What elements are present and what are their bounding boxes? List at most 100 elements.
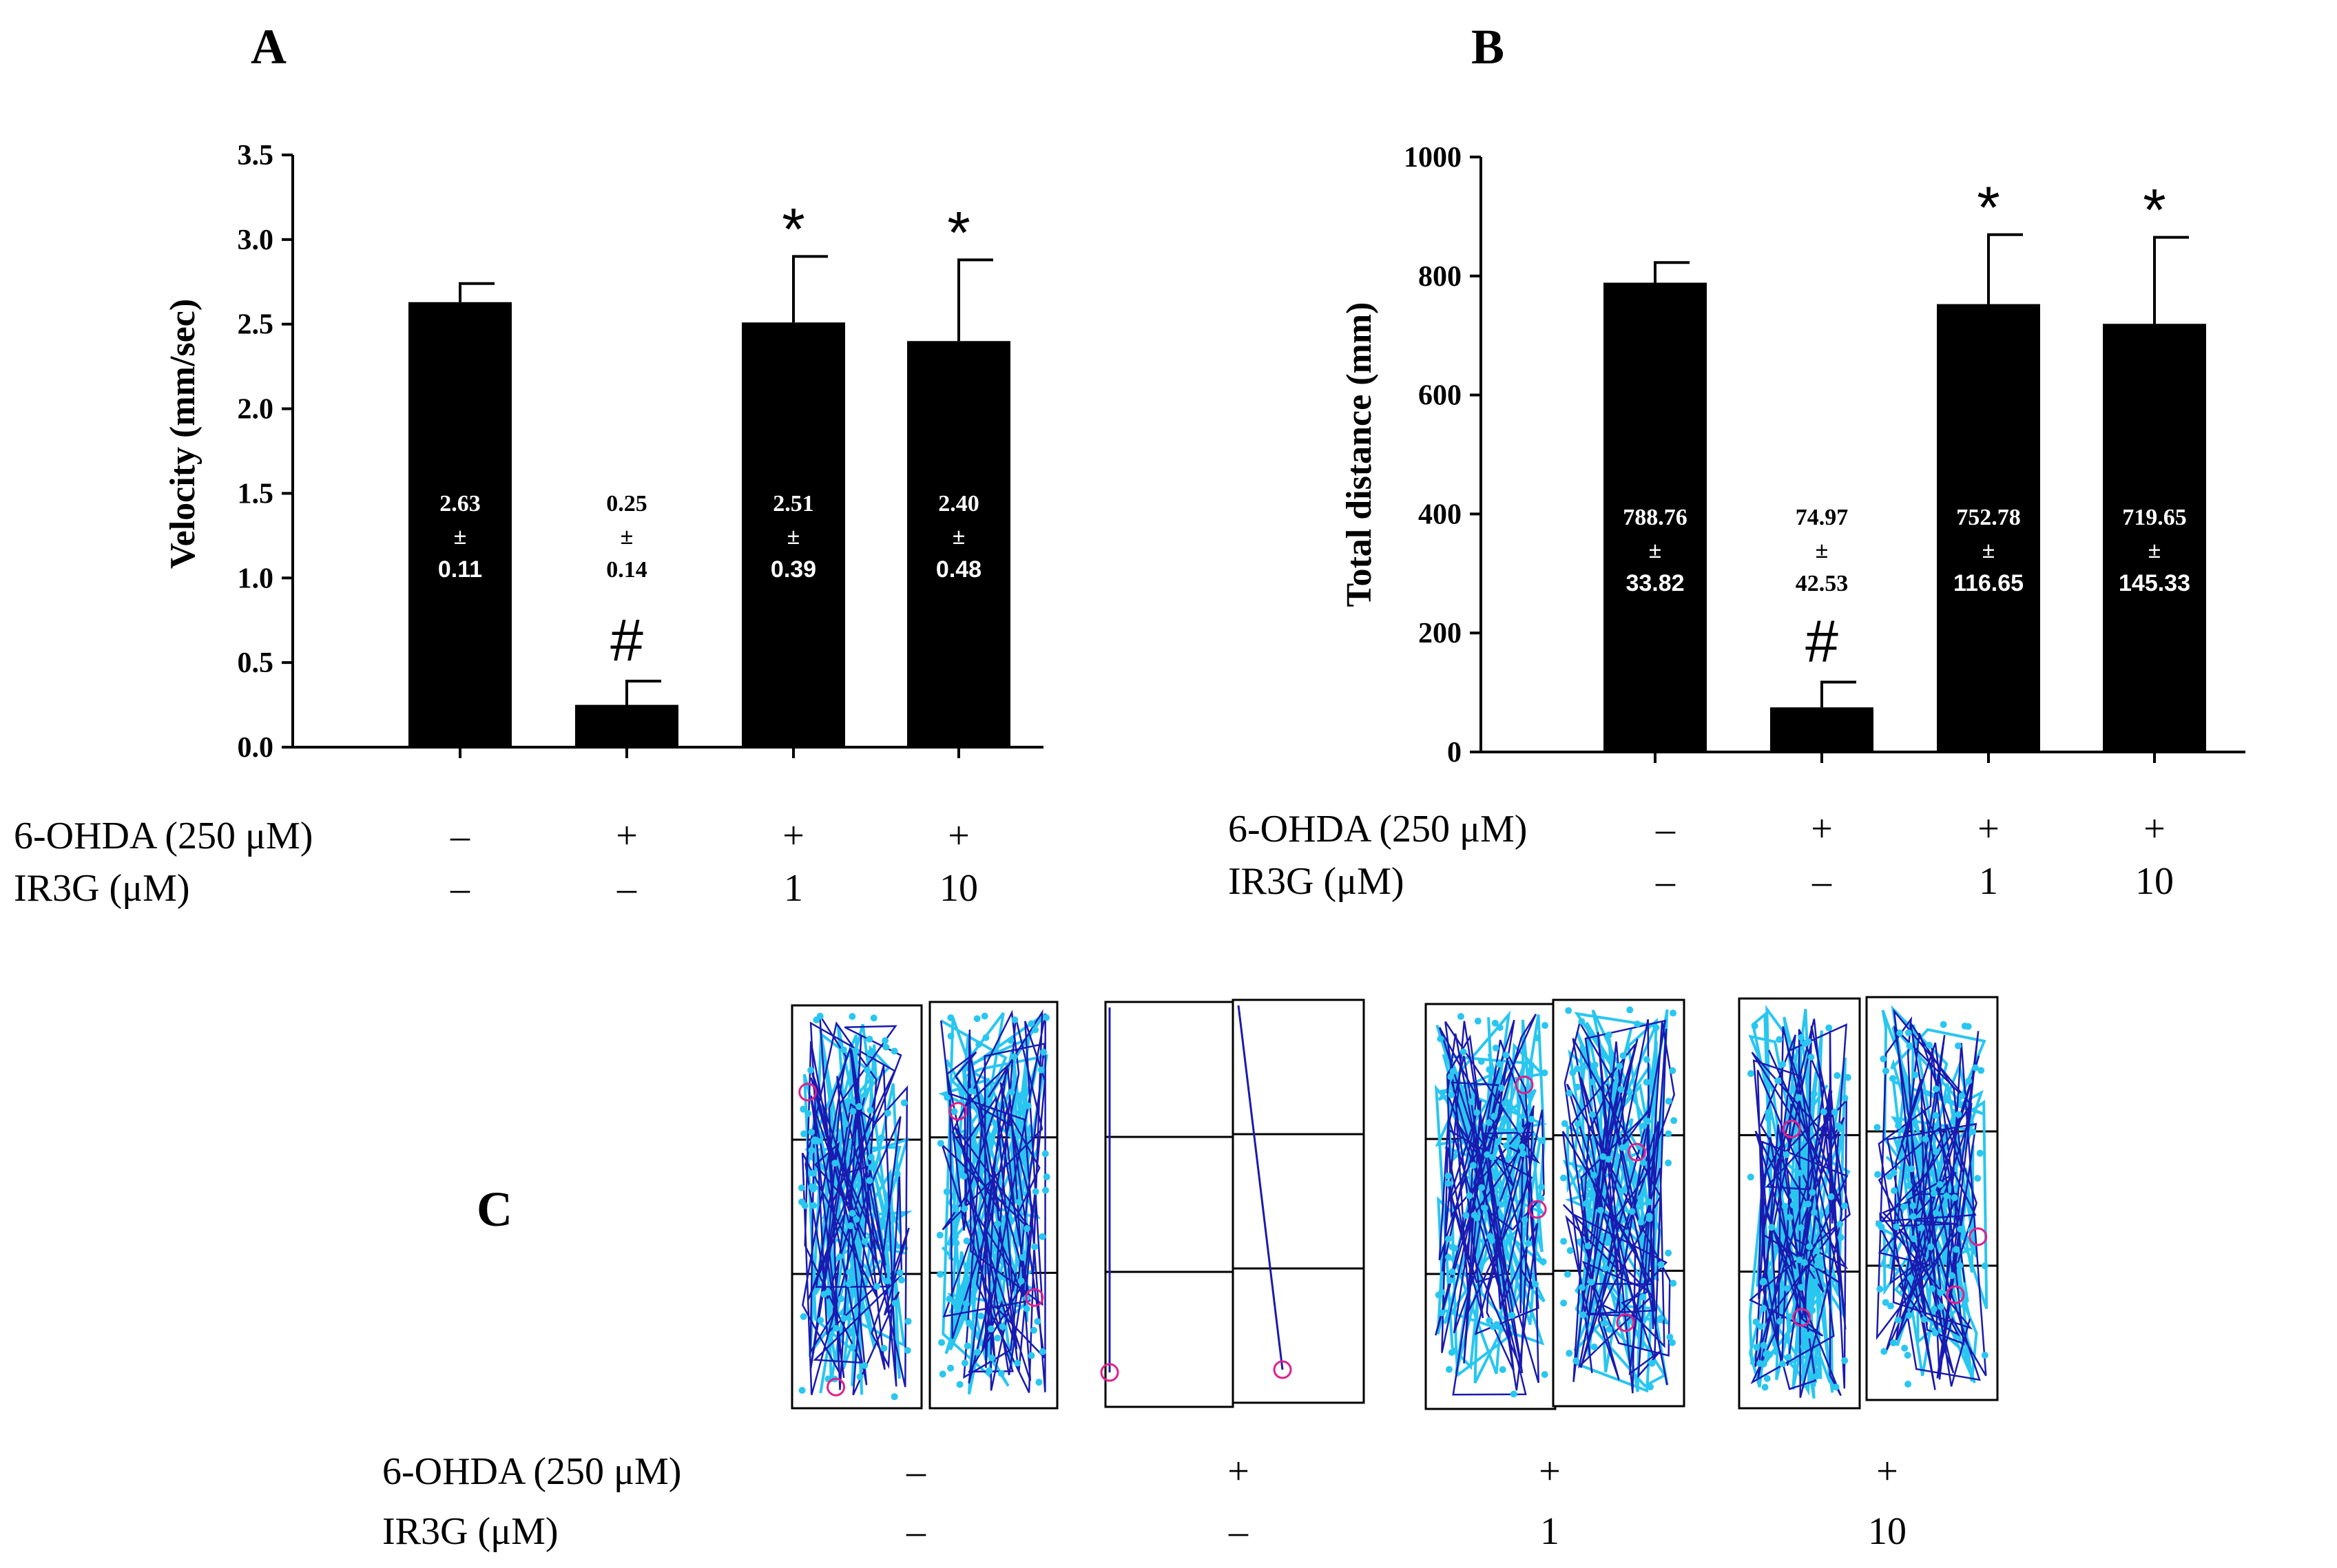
track-point [866,1107,874,1114]
track-point [1670,1117,1678,1125]
track-point [813,1016,820,1024]
track-point [1647,1383,1654,1391]
panel-c-letter: C [477,1182,512,1237]
track-point [1955,1111,1962,1118]
track-point [1776,1036,1783,1043]
bar-pm-label: ± [1816,538,1829,563]
track-point [1657,1315,1665,1322]
track-point [1537,1183,1545,1191]
panel-c-ir3g-label: IR3G (μM) [382,1510,559,1553]
track-point [1466,1192,1473,1200]
track-point [861,1361,869,1369]
track-point [1473,1214,1481,1222]
track-point [866,1049,874,1057]
panel-c-ir3g-value: 10 [1868,1510,1907,1553]
track-point [1561,1120,1568,1127]
track-point [866,1036,873,1043]
track-path-dark [1237,1005,1284,1370]
track-point [1448,1349,1455,1357]
significance-hash: # [610,607,643,673]
track-point [1900,1203,1907,1211]
track-point [1906,1042,1913,1049]
arena [1865,996,1999,1401]
track-point [817,1317,824,1324]
track-point [1785,1353,1792,1361]
track-point [1814,1247,1821,1255]
panel-b-ir3g-value: – [1655,860,1676,903]
track-point [1517,1126,1524,1133]
track-point [1929,1285,1936,1293]
bar [1603,282,1707,752]
panel-b-ir3g-value: 1 [1979,860,1998,903]
track-point [1670,1279,1677,1287]
y-tick-label: 1000 [1404,142,1462,174]
track-point [1786,1213,1794,1221]
track-point [1918,1224,1925,1232]
track-point [1566,1247,1574,1255]
track-point [1578,1284,1586,1291]
track-point [1639,1293,1647,1301]
track-point [1037,1066,1045,1074]
track-point [988,1325,995,1332]
track-point [1502,1052,1510,1059]
track-point [1901,1344,1909,1352]
panel-a-letter: A [251,19,287,74]
track-point [994,1220,1001,1228]
track-point [1837,1233,1845,1241]
track-point [1756,1323,1764,1330]
track-point [1825,1024,1833,1032]
bar-pm-label: ± [1649,538,1662,563]
track-point [1665,1249,1672,1257]
track-point [809,1169,817,1177]
track-point [1806,1243,1814,1251]
track-point [1930,1306,1938,1313]
track-point [1874,1171,1882,1178]
panel-c-ohda-value: – [906,1450,926,1493]
track-point [1957,1225,1964,1233]
bar-sd-label: 0.14 [606,557,647,583]
track-point [947,1032,955,1040]
track-point [1981,1351,1988,1359]
track-point [1893,1223,1900,1231]
track-point [800,1105,807,1113]
track-point [1889,1339,1897,1347]
track-point [1541,1371,1548,1379]
track-point [1486,1066,1493,1074]
y-tick-label: 3.0 [238,224,274,256]
bar-mean-label: 2.40 [938,491,979,516]
track-point [1619,1052,1627,1060]
track-point [1776,1317,1784,1325]
track-point [943,1188,951,1195]
track-point [965,1319,973,1327]
track-point [1451,1244,1459,1252]
y-tick-label: 400 [1418,499,1462,530]
track-point [849,1013,856,1021]
track-point [1873,1124,1881,1131]
track-point [1810,1090,1818,1098]
track-point [964,1342,971,1350]
track-point [947,1014,955,1021]
track-point [1486,1119,1493,1127]
track-point [1878,1223,1885,1231]
track-point [1560,1237,1568,1245]
track-point [1495,1138,1502,1145]
track-point [961,1205,968,1213]
track-point [1815,1367,1822,1374]
track-point [1591,1061,1599,1069]
track-point [1972,1064,1980,1072]
bar-mean-label: 2.63 [439,491,481,516]
track-marker [1792,1308,1811,1327]
track-point [1457,1013,1464,1021]
panel-c-ohda-value: + [1539,1450,1561,1493]
track-point [1783,1151,1790,1158]
track-point [1620,1186,1628,1193]
track-point [842,1120,849,1128]
bar [2103,324,2206,752]
track-point [798,1386,806,1394]
track-point [1564,1271,1571,1278]
track-point [1579,1311,1587,1319]
track-marker [827,1377,846,1397]
track-point [1665,1098,1672,1105]
y-tick-label: 0.0 [238,732,274,764]
